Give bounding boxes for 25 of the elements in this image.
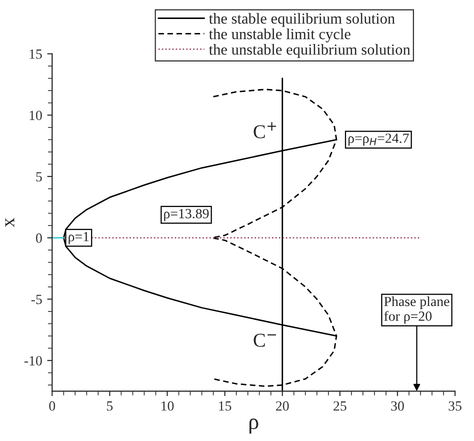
y-tick-label: -10 [24,356,42,366]
x-tick-label: 10 [162,401,174,411]
x-tick-label: 20 [276,401,289,411]
annotation: Phase plane for ρ=20 [384,296,450,324]
x-tick-label: 0 [49,401,56,411]
legend-label: the unstable limit cycle [208,28,350,42]
x-tick-label: 15 [219,401,232,411]
x-tick-label: 30 [391,401,404,411]
x-tick-label: 25 [334,401,346,411]
y-tick-label: 15 [30,49,42,59]
annotation: C$^{−}$ [254,334,276,347]
x-tick-label: 35 [448,401,462,411]
annotation: C$^{+}$ [254,122,276,138]
y-axis-title: x [5,218,14,228]
legend-label: the unstable equilibrium solution [208,44,410,58]
y-tick-label: -5 [31,294,42,304]
annotation: ρ=ρ$_{H}$=24.7 [348,134,409,146]
x-tick-label: 5 [107,401,113,411]
y-tick-label: 5 [36,172,42,182]
annotation: ρ=1 [68,232,89,244]
y-tick-label: 0 [36,233,42,243]
x-axis-title: ρ [249,418,258,434]
legend-label: the stable equilibrium solution [208,12,395,27]
annotation: ρ=13.89 [164,208,209,222]
y-tick-label: 10 [30,110,42,120]
